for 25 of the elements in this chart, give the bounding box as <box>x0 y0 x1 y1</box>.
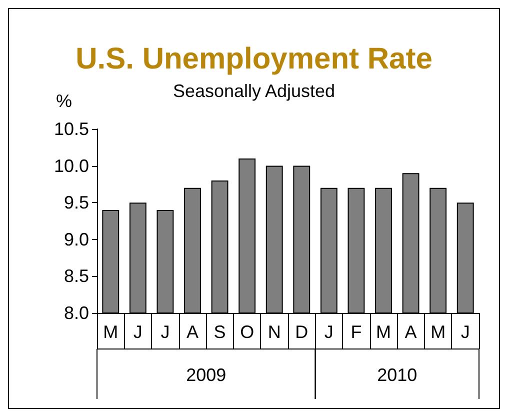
y-tick-label: 9.5 <box>64 192 89 213</box>
x-tick-label: S <box>214 322 226 342</box>
text: 2010 <box>377 365 418 385</box>
x-tick-label: N <box>268 322 281 342</box>
x-tick-label: M <box>430 322 446 342</box>
x-tick-label: A <box>404 322 417 342</box>
x-tick-label: M <box>103 322 118 342</box>
x-tick-label: O <box>240 322 254 342</box>
x-tick-label: J <box>133 322 142 342</box>
chart-subtitle: Seasonally Adjusted <box>172 81 336 101</box>
chart-title: U.S. Unemployment Rate <box>76 42 432 76</box>
y-tick-label: 8.5 <box>64 266 89 286</box>
x-tick-label: A <box>186 322 199 342</box>
y-tick-label: 10.5 <box>54 119 89 139</box>
x-tick-label: J <box>460 322 470 342</box>
y-axis-title: % <box>56 91 72 111</box>
y-tick-label: 8.0 <box>64 303 89 323</box>
text: 2009 <box>186 365 226 385</box>
x-tick-label: J <box>324 322 334 342</box>
x-tick-label: M <box>376 322 391 342</box>
y-tick-label: 10.0 <box>54 156 89 176</box>
x-tick-label: F <box>350 322 362 342</box>
y-tick-label: 9.0 <box>64 229 89 250</box>
x-tick-label: J <box>160 322 170 342</box>
x-tick-label: D <box>295 322 308 342</box>
